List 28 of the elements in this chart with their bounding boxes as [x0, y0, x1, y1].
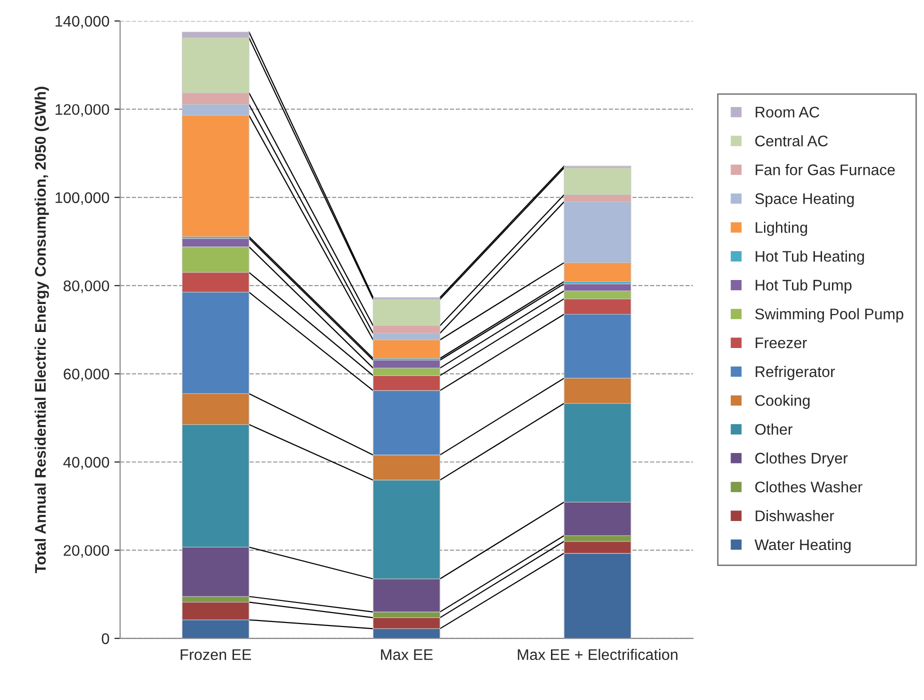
y-tick-label: 60,000 [64, 368, 110, 382]
legend-label: Swimming Pool Pump [755, 308, 904, 322]
legend-label: Cooking [755, 394, 810, 409]
y-tick-label: 140,000 [56, 16, 110, 28]
y-tick-label: 80,000 [64, 280, 110, 294]
legend-label: Other [755, 424, 792, 435]
legend-label: Clothes Washer [755, 481, 862, 492]
y-tick-label: 0 [102, 633, 110, 644]
legend-label: Fan for Gas Furnace [756, 164, 895, 176]
legend-label: Hot Tub Heating [756, 250, 864, 265]
y-tick-label: 120,000 [56, 104, 110, 117]
legend-label: Central AC [755, 135, 828, 146]
x-tick-label: Frozen EE [180, 649, 252, 660]
legend-label: Freezer [756, 338, 807, 348]
legend-label: Clothes Dryer [755, 452, 848, 467]
y-tick-label: 100,000 [56, 192, 110, 205]
legend-label: Refrigerator [756, 366, 835, 380]
legend-label: Space Heating [755, 192, 854, 208]
x-tick-label: Max EE [381, 649, 433, 660]
x-tick-label: Max EE + Electrification [518, 648, 678, 660]
y-tick-label: 20,000 [64, 545, 110, 558]
legend-label: Hot Tub Pump [756, 279, 852, 294]
legend-label: Water Heating [754, 538, 851, 554]
y-tick-label: 40,000 [63, 456, 110, 470]
legend-label: Room AC [756, 106, 820, 118]
y-axis-title: Total Annual Residential Electric Energy Consumption, 2050 (GWh) [34, 86, 49, 574]
legend-label: Lighting [756, 222, 808, 236]
legend-label: Dishwasher [756, 510, 834, 522]
